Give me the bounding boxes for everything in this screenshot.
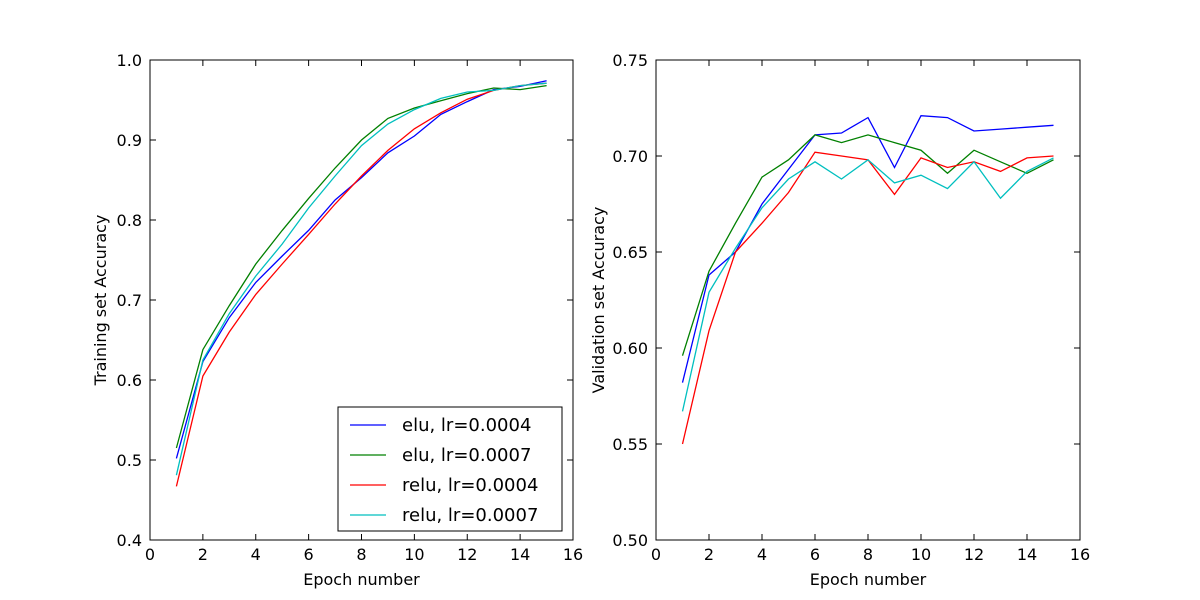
val-x-tick-label: 2 [704,545,714,564]
val-x-tick-label: 16 [1070,545,1090,564]
train-series-line-1 [175,84,547,449]
legend-box [337,406,563,532]
legend-label-2: relu, lr=0.0004 [402,475,538,496]
val-y-tick-label: 0.70 [612,147,648,166]
val-series-line-1 [681,134,1054,356]
train-y-tick-label: 0.9 [117,131,142,150]
train-y-axis-label: Training set Accuracy [91,215,110,387]
legend-label-3: relu, lr=0.0007 [402,505,538,526]
train-x-tick-label: 4 [251,545,261,564]
val-series-line-2 [681,151,1054,445]
val-x-tick-label: 14 [1017,545,1037,564]
train-x-tick-label: 10 [404,545,424,564]
train-x-axis-label: Epoch number [303,570,420,589]
training-accuracy-chart: 0 2 4 6 8 10 12 14 16 0.4 0.5 0.6 0.7 0.8 0.9 1.0 Epoch … [91,51,583,589]
train-series-line-0 [175,80,547,459]
val-x-tick-label: 10 [911,545,931,564]
train-x-tick-label: 16 [563,545,583,564]
val-series-line-3 [681,157,1054,412]
train-y-tick-label: 1.0 [117,51,142,70]
val-y-tick-label: 0.50 [612,531,648,550]
train-x-tick-label: 6 [304,545,314,564]
train-series-line-3 [175,82,547,476]
train-y-tick-label: 0.5 [117,451,142,470]
train-y-tick-label: 0.4 [117,531,142,550]
train-x-tick-label: 8 [356,545,366,564]
train-x-tick-label: 14 [510,545,530,564]
val-x-tick-label: 6 [810,545,820,564]
val-series-line-0 [681,115,1054,383]
val-y-axis-label: Validation set Accuracy [589,207,608,394]
val-y-tick-label: 0.65 [612,243,648,262]
val-x-tick-label: 0 [651,545,661,564]
val-y-tick-label: 0.55 [612,435,648,454]
train-y-tick-label: 0.6 [117,371,142,390]
train-x-tick-label: 2 [198,545,208,564]
legend-label-0: elu, lr=0.0004 [402,415,531,436]
train-x-tick-label: 0 [145,545,155,564]
legend: elu, lr=0.0004 elu, lr=0.0007 relu, lr=0.0… [337,406,563,532]
val-y-tick-label: 0.60 [612,339,648,358]
legend-label-1: elu, lr=0.0007 [402,445,531,466]
train-y-tick-label: 0.7 [117,291,142,310]
val-x-tick-label: 4 [757,545,767,564]
val-x-axis-label: Epoch number [810,570,927,589]
train-y-tick-label: 0.8 [117,211,142,230]
val-x-tick-label: 8 [863,545,873,564]
val-x-tick-label: 12 [964,545,984,564]
val-y-tick-label: 0.75 [612,51,648,70]
train-series-line-2 [175,82,547,487]
validation-accuracy-chart: 0 2 4 6 8 10 12 14 16 0.50 0.55 0.60 0.65 0.70 0.75 Epo… [589,51,1090,589]
train-x-tick-label: 12 [457,545,477,564]
